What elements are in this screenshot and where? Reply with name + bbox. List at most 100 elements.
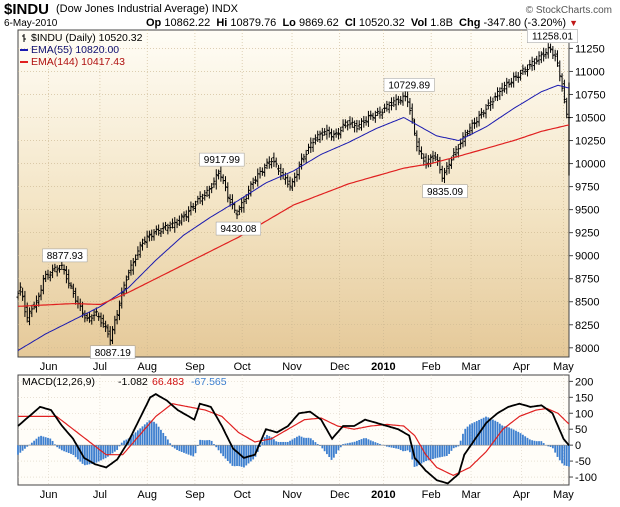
macd-histogram-bar xyxy=(305,437,308,446)
macd-histogram-bar xyxy=(397,445,400,449)
macd-histogram-bar xyxy=(83,445,86,466)
macd-histogram-bar xyxy=(107,445,109,457)
macd-month-label: Sep xyxy=(185,489,205,501)
price-tick-label: 8250 xyxy=(575,320,599,332)
macd-histogram-bar xyxy=(37,436,40,446)
price-month-label: Dec xyxy=(330,361,350,373)
price-month-label: 2010 xyxy=(371,361,395,373)
price-month-label: Feb xyxy=(422,361,441,373)
macd-histogram-bar xyxy=(411,445,414,460)
price-annotation-box xyxy=(383,78,435,92)
price-tick-label: 9250 xyxy=(575,228,599,240)
macd-histogram-bar xyxy=(409,445,411,453)
macd-histogram-bar xyxy=(535,441,538,446)
price-annotation-box xyxy=(199,152,245,167)
change-value: -347.80 (-3.20%) xyxy=(483,17,567,29)
macd-histogram-bar xyxy=(360,439,363,446)
macd-histogram-bar xyxy=(120,442,123,446)
macd-histogram-bar xyxy=(49,438,52,446)
macd-histogram-bar xyxy=(432,445,434,459)
price-month-label: Nov xyxy=(282,361,302,373)
macd-histogram-bar xyxy=(275,441,278,446)
macd-histogram-bar xyxy=(526,437,529,446)
down-arrow-icon: ▼ xyxy=(569,18,579,28)
macd-histogram-bar xyxy=(549,445,552,447)
macd-histogram-bar xyxy=(118,445,121,447)
macd-histogram-bar xyxy=(229,445,232,464)
macd-histogram-bar xyxy=(141,426,144,446)
price-tick-label: 9000 xyxy=(575,251,599,263)
macd-histogram-bar xyxy=(53,444,56,446)
macd-histogram-bar xyxy=(226,445,229,461)
macd-histogram-bar xyxy=(358,439,361,446)
price-month-label: Mar xyxy=(462,361,481,373)
macd-histogram-bar xyxy=(169,443,172,446)
macd-histogram-bar xyxy=(390,445,393,448)
macd-histogram-bar xyxy=(309,438,312,446)
price-annotation-box xyxy=(42,248,88,263)
brand-watermark[interactable]: © StockCharts.com xyxy=(525,5,612,16)
quote-line: Op 10862.22 Hi 10879.76 Lo 9869.62 Cl 10… xyxy=(146,17,578,29)
macd-histogram-bar xyxy=(422,445,425,463)
low-label: Lo xyxy=(282,17,296,29)
macd-histogram-bar xyxy=(19,445,22,453)
macd-histogram-bar xyxy=(528,439,531,446)
macd-histogram-bar xyxy=(524,436,527,446)
macd-legend-signal: 66.483 xyxy=(152,376,184,388)
price-month-label: Apr xyxy=(513,361,530,373)
macd-histogram-bar xyxy=(517,431,520,446)
macd-legend-histogram: -67.565 xyxy=(191,376,227,388)
macd-histogram-bar xyxy=(462,433,464,446)
macd-histogram-bar xyxy=(302,437,305,446)
macd-histogram-bar xyxy=(111,445,114,454)
macd-histogram-bar xyxy=(385,445,388,447)
macd-histogram-bar xyxy=(450,445,453,451)
macd-histogram-bar xyxy=(485,416,487,446)
macd-histogram-bar xyxy=(208,439,211,446)
macd-histogram-bar xyxy=(113,445,116,452)
macd-histogram-bar xyxy=(51,440,54,446)
macd-histogram-bar xyxy=(77,445,79,460)
price-tick-label: 11000 xyxy=(575,66,605,78)
price-annotation: 9917.99 xyxy=(204,155,241,166)
macd-histogram-bar xyxy=(494,420,497,446)
macd-histogram-bar xyxy=(93,445,95,464)
macd-histogram-bar xyxy=(312,440,314,446)
macd-histogram-bar xyxy=(210,440,213,446)
macd-histogram-bar xyxy=(482,417,485,446)
macd-histogram-bar xyxy=(277,441,280,446)
macd-histogram-bar xyxy=(217,445,220,451)
legend-price: $INDU (Daily) 10520.32 xyxy=(31,32,143,44)
macd-histogram-bar xyxy=(194,445,197,454)
macd-histogram-bar xyxy=(342,444,344,446)
macd-histogram-bar xyxy=(551,445,554,449)
macd-histogram-bar xyxy=(427,445,430,461)
macd-histogram-bar xyxy=(26,445,29,447)
macd-histogram-bar xyxy=(434,445,437,459)
macd-histogram-bar xyxy=(86,445,89,465)
macd-histogram-bar xyxy=(233,445,236,467)
macd-tick-label: 100 xyxy=(575,408,593,420)
macd-histogram-bar xyxy=(374,442,377,446)
price-tick-label: 8500 xyxy=(575,297,599,309)
macd-histogram-bar xyxy=(247,445,250,464)
macd-histogram-bar xyxy=(362,438,365,446)
macd-histogram-bar xyxy=(185,445,188,454)
macd-histogram-bar xyxy=(65,445,68,453)
macd-tick-label: 200 xyxy=(575,376,593,388)
macd-histogram-bar xyxy=(199,439,202,446)
macd-histogram-bar xyxy=(542,443,545,446)
macd-histogram-bar xyxy=(558,445,561,461)
macd-histogram-bar xyxy=(475,421,478,446)
macd-month-label: Nov xyxy=(282,489,302,501)
macd-histogram-bar xyxy=(406,445,409,451)
macd-legend-value: -1.082 xyxy=(118,376,148,388)
macd-histogram-bar xyxy=(178,445,181,452)
price-annotation: 8877.93 xyxy=(47,251,84,262)
macd-histogram-bar xyxy=(97,445,100,462)
macd-histogram-bar xyxy=(365,438,368,446)
macd-histogram-bar xyxy=(418,445,421,465)
price-tick-label: 10250 xyxy=(575,136,606,148)
macd-histogram-bar xyxy=(339,445,342,448)
macd-histogram-bar xyxy=(376,443,379,446)
